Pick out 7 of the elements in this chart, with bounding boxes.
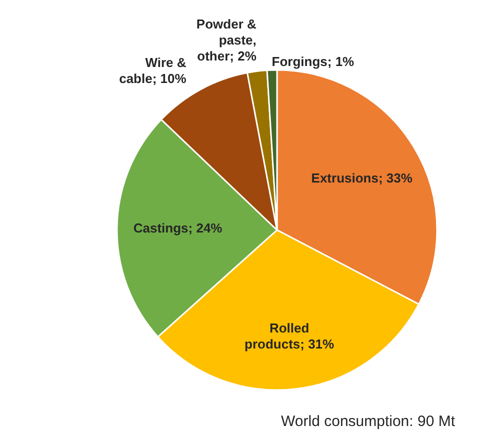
text: World consumption: 90 Mt [281, 413, 456, 430]
slice-label: Forgings; 1% [272, 54, 355, 70]
slice-label: Wire & cable; 10% [119, 55, 187, 86]
slice-label: Castings; 24% [133, 220, 223, 236]
slice-label: Extrusions; 33% [311, 170, 413, 186]
slice-label: Powder & paste, other; 2% [196, 16, 257, 64]
slice-label: Rolled products; 31% [244, 320, 335, 352]
